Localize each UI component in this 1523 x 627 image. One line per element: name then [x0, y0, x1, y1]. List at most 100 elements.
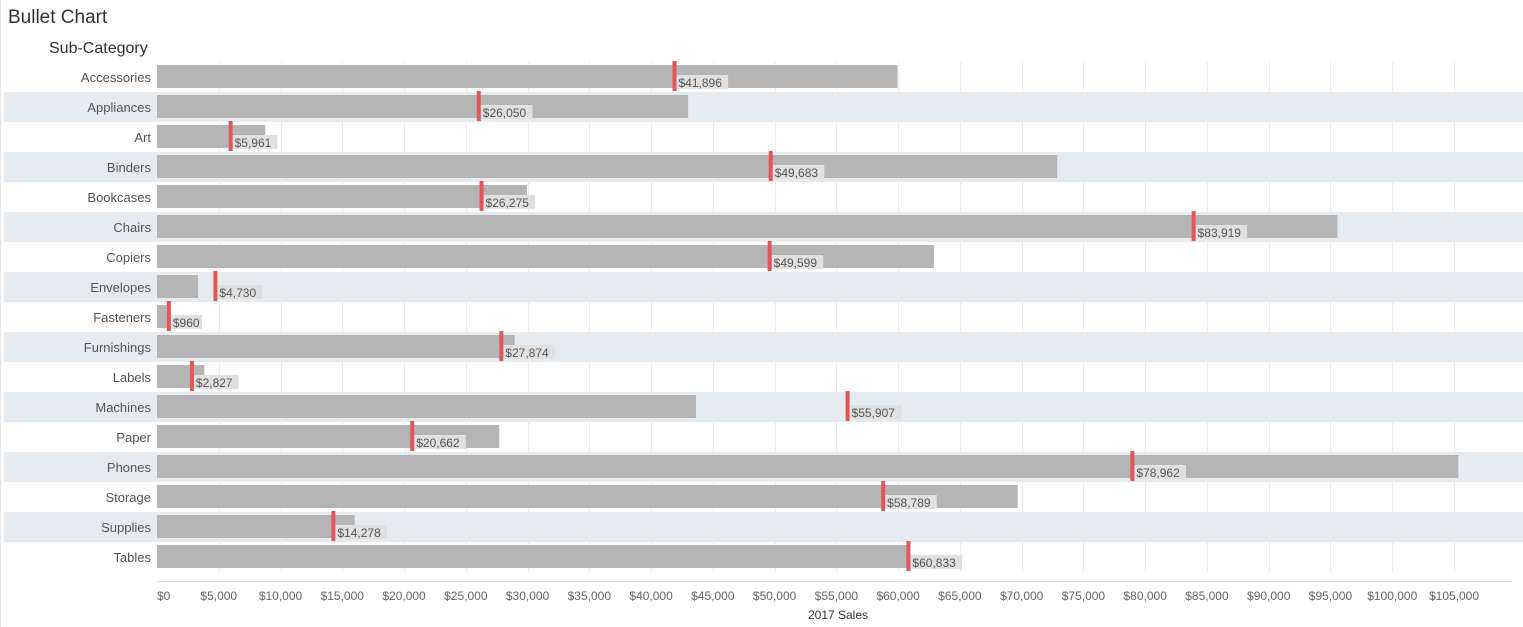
value-label: $78,962 [1136, 466, 1180, 480]
value-label: $41,896 [679, 76, 723, 90]
x-tick-label: $95,000 [1309, 589, 1353, 603]
bar [157, 185, 527, 208]
bar [157, 245, 934, 268]
category-label: Machines [95, 400, 151, 415]
x-tick-label: $90,000 [1247, 589, 1291, 603]
value-label: $26,050 [483, 106, 527, 120]
value-label: $83,919 [1198, 226, 1242, 240]
x-tick-label: $45,000 [691, 589, 735, 603]
target-marker [881, 481, 886, 511]
bar [157, 485, 1018, 508]
x-tick-label: $60,000 [876, 589, 920, 603]
value-label: $27,874 [505, 346, 549, 360]
bar [157, 65, 898, 88]
frame-left-border [0, 0, 1, 627]
value-label: $5,961 [235, 136, 272, 150]
value-label-bg [772, 165, 825, 179]
bar [157, 155, 1058, 178]
value-label-bg [480, 105, 533, 119]
bar [157, 335, 515, 358]
value-label-bg [676, 75, 729, 89]
x-tick-label: $10,000 [259, 589, 303, 603]
target-marker [1130, 451, 1135, 481]
value-label: $55,907 [852, 406, 896, 420]
value-label: $20,662 [416, 436, 460, 450]
x-tick-label: $30,000 [506, 589, 550, 603]
x-tick-label: $55,000 [815, 589, 859, 603]
x-tick-label: $100,000 [1367, 589, 1417, 603]
value-label-bg [1134, 465, 1186, 479]
x-tick-label: $80,000 [1123, 589, 1167, 603]
target-marker [768, 151, 773, 181]
target-marker [331, 511, 336, 541]
x-tick-label: $85,000 [1185, 589, 1229, 603]
value-label: $2,827 [196, 376, 233, 390]
x-tick-label: $75,000 [1062, 589, 1106, 603]
x-tick-label: $65,000 [938, 589, 982, 603]
x-tick-label: $50,000 [753, 589, 797, 603]
page-title: Bullet Chart [8, 7, 108, 28]
category-label: Binders [107, 160, 152, 175]
value-label-bg [170, 315, 203, 329]
bars [157, 65, 1459, 568]
target-marker [189, 361, 194, 391]
value-label-bg [335, 525, 387, 539]
value-label-bg [771, 255, 824, 269]
target-marker [166, 301, 171, 331]
x-tick-label: $5,000 [200, 589, 237, 603]
target-marker [410, 421, 415, 451]
value-label-bg [414, 435, 466, 449]
x-tick-label: $20,000 [382, 589, 426, 603]
target-marker [479, 181, 484, 211]
bar [157, 395, 697, 418]
value-label-bg [483, 195, 536, 209]
target-marker [672, 61, 677, 91]
x-tick-label: $0 [157, 589, 171, 603]
category-label: Envelopes [90, 280, 151, 295]
target-marker [1191, 211, 1196, 241]
value-label-bg [217, 285, 263, 299]
x-tick-label: $105,000 [1429, 589, 1479, 603]
target-marker [845, 391, 850, 421]
x-tick-label: $15,000 [321, 589, 365, 603]
value-label-bg [193, 375, 239, 389]
category-labels: Accessories Appliances Art Binders Bookcases… [81, 70, 152, 565]
category-label: Supplies [101, 520, 151, 535]
value-label-bg [885, 495, 937, 509]
bar [157, 455, 1459, 478]
x-axis-ticks: $0 $5,000 $10,000 $15,000 $20,000 $25,000 $30,… [157, 589, 1479, 603]
x-tick-label: $25,000 [444, 589, 488, 603]
value-label-bg [849, 405, 902, 419]
bar [157, 515, 355, 538]
x-axis-title: 2017 Sales [808, 608, 868, 622]
value-label: $14,278 [337, 526, 381, 540]
value-label: $60,833 [912, 556, 956, 570]
bar [157, 215, 1338, 238]
value-label-bg [1195, 225, 1248, 239]
target-marker [213, 271, 218, 301]
value-label: $960 [173, 316, 200, 330]
value-label: $26,275 [486, 196, 530, 210]
category-label: Paper [116, 430, 151, 445]
value-label: $4,730 [219, 286, 256, 300]
value-label: $49,599 [774, 256, 818, 270]
target-marker [499, 331, 504, 361]
category-label: Tables [113, 550, 151, 565]
x-tick-label: $35,000 [568, 589, 612, 603]
target-markers [166, 61, 1196, 571]
value-label-bg [232, 135, 278, 149]
category-label: Copiers [106, 250, 151, 265]
row-header: Sub-Category [49, 40, 148, 57]
bar [157, 95, 689, 118]
category-label: Appliances [87, 100, 151, 115]
x-tick-label: $40,000 [629, 589, 673, 603]
target-marker [476, 91, 481, 121]
value-label-bg [910, 555, 963, 569]
bar [157, 275, 199, 298]
value-label-bg [503, 345, 555, 359]
bar [157, 545, 910, 568]
category-label: Phones [107, 460, 152, 475]
category-label: Chairs [113, 220, 151, 235]
target-marker [228, 121, 233, 151]
